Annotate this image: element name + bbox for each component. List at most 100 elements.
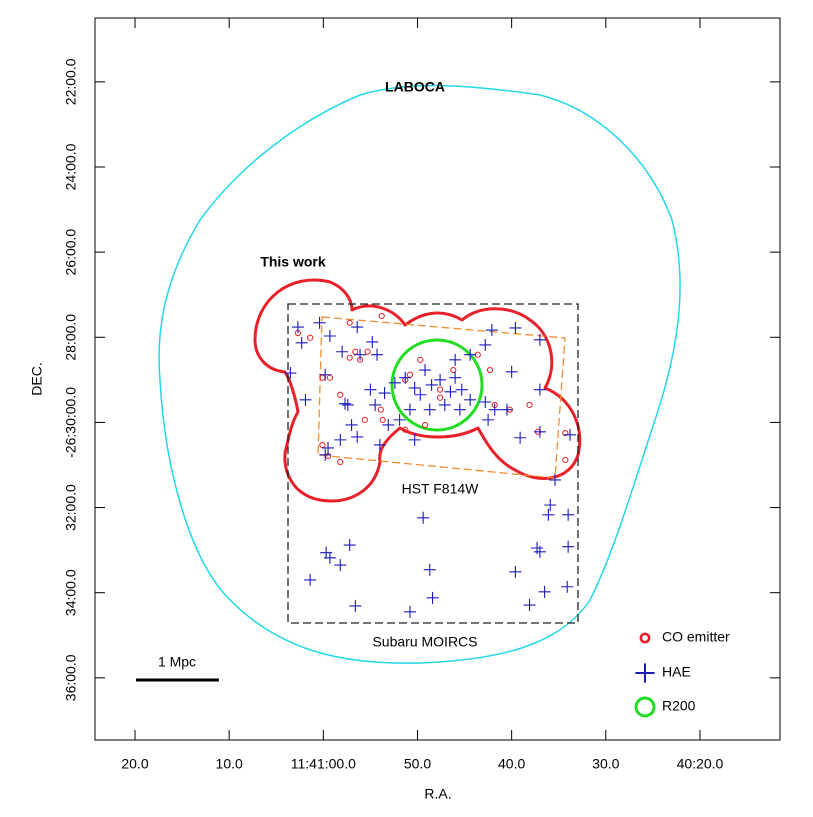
co-marker (526, 401, 533, 409)
co-marker (379, 416, 386, 423)
scale-bar-label: 1 Mpc (158, 654, 196, 670)
hae-marker (366, 335, 379, 348)
co-marker (562, 456, 569, 463)
hae-marker (417, 511, 430, 524)
hae-marker (479, 395, 492, 408)
hae-marker (399, 371, 412, 384)
hae-marker (562, 540, 575, 553)
hae-marker (485, 324, 498, 337)
co-marker (361, 416, 368, 423)
x-tick-label: 10.0 (216, 756, 243, 772)
hae-marker (426, 591, 439, 604)
hae-marker (453, 403, 466, 416)
x-axis-label: R.A. (424, 786, 451, 802)
hae-marker (408, 381, 421, 394)
hae-marker (434, 373, 447, 386)
co-marker (337, 458, 344, 466)
moircs-footprint (287, 303, 579, 624)
r200-circle (390, 338, 484, 432)
hae-marker (449, 371, 462, 384)
hst-label: HST F814W (402, 481, 480, 497)
y-axis-label: DEC. (29, 362, 45, 395)
legend-label: R200 (662, 698, 696, 714)
co-marker (352, 348, 359, 355)
x-tick-label: 30.0 (592, 756, 619, 772)
hae-marker (319, 448, 332, 461)
hae-marker (319, 368, 332, 381)
co-marker (417, 356, 424, 363)
hae-marker (388, 376, 401, 389)
co-marker (307, 334, 314, 341)
x-tick-label: 50.0 (404, 756, 431, 772)
hae-marker (455, 383, 468, 396)
y-tick-label: 26:00.0 (63, 229, 79, 276)
hae-marker (334, 433, 347, 446)
co-marker (436, 394, 444, 401)
plot-frame (94, 17, 781, 741)
hae-marker (354, 348, 367, 361)
hae-marker (364, 383, 377, 396)
hae-marker (345, 418, 358, 431)
hae-marker (509, 321, 522, 334)
hae-marker (514, 431, 527, 444)
hae-marker (538, 585, 551, 598)
hae-marker (548, 473, 561, 486)
hae-marker (351, 430, 364, 443)
legend-marker (635, 663, 655, 683)
hae-marker (449, 353, 462, 366)
co-marker (562, 429, 569, 437)
y-tick-label: -26:30:00.0 (63, 387, 79, 458)
x-tick-label: 40:20.0 (677, 756, 724, 772)
hae-marker (323, 330, 336, 343)
hae-marker (299, 393, 312, 406)
x-tick-label: 40.0 (498, 756, 525, 772)
legend-label: HAE (662, 664, 691, 680)
y-tick-label: 32:00.0 (63, 484, 79, 531)
hae-marker (403, 605, 416, 618)
hae-marker (425, 378, 438, 391)
hae-marker (341, 398, 354, 411)
hae-marker (533, 333, 546, 346)
hae-marker (505, 365, 518, 378)
co-marker (346, 354, 353, 361)
laboca-contour (158, 84, 681, 664)
co-marker (450, 366, 457, 374)
hae-marker (561, 580, 574, 593)
hae-marker (419, 364, 432, 377)
y-tick-label: 28:00.0 (63, 314, 79, 361)
hae-marker (371, 348, 384, 361)
hae-marker (334, 559, 347, 572)
x-tick-label: 20.0 (121, 756, 148, 772)
hae-marker (562, 508, 575, 521)
co-marker (436, 386, 444, 393)
hae-marker (423, 403, 436, 416)
y-tick-label: 34:00.0 (63, 569, 79, 616)
hae-marker (369, 398, 382, 411)
hae-marker (438, 398, 451, 411)
co-marker (326, 374, 334, 381)
x-tick-label: 11:41:00.0 (291, 756, 356, 772)
hae-marker (423, 563, 436, 576)
hae-marker (533, 545, 546, 558)
this-work-contour (253, 278, 582, 503)
co-marker (421, 421, 429, 429)
hae-marker (564, 428, 577, 441)
hae-marker (393, 413, 406, 426)
co-marker (402, 426, 409, 433)
hae-marker (533, 383, 546, 396)
hae-marker (414, 388, 427, 401)
hae-marker (544, 499, 557, 512)
hae-marker (488, 403, 501, 416)
hae-marker (542, 508, 555, 521)
hae-marker (482, 413, 495, 426)
hae-marker (338, 397, 351, 410)
hae-marker (378, 387, 391, 400)
co-marker (486, 366, 494, 374)
co-marker (378, 312, 385, 320)
hae-marker (533, 425, 546, 438)
this-work-label: This work (260, 254, 326, 270)
hae-marker (343, 539, 356, 552)
hae-marker (500, 403, 513, 416)
